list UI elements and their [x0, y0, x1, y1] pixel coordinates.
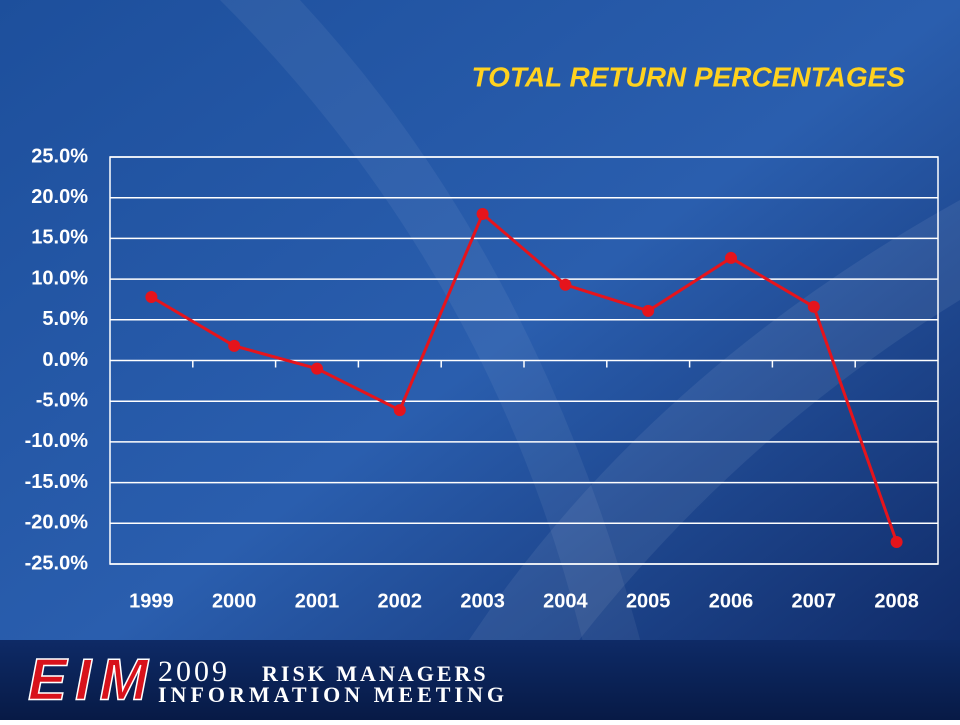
point [725, 251, 737, 264]
footer-line1: RISK MANAGERS [262, 661, 489, 686]
point [311, 362, 323, 375]
point [145, 291, 158, 304]
x-tick-label: 2005 [626, 590, 671, 612]
x-tick-label: 2004 [543, 590, 588, 612]
point [559, 278, 572, 291]
y-tick-label: -20.0% [25, 512, 89, 534]
y-tick-label: 20.0% [31, 186, 88, 208]
chart-title: TOTAL RETURN PERCENTAGES [471, 61, 905, 92]
y-tick-label: -15.0% [25, 471, 89, 493]
y-tick-label: -5.0% [36, 389, 88, 411]
x-tick-label: 2007 [792, 590, 837, 612]
x-tick-label: 2002 [378, 590, 423, 612]
y-tick-label: -10.0% [25, 430, 89, 452]
x-tick-label: 1999 [129, 590, 174, 612]
y-tick-label: -25.0% [25, 552, 89, 574]
point [807, 300, 820, 313]
x-tick-label: 2000 [212, 590, 257, 612]
footer-year: 2009 [158, 655, 230, 688]
point [642, 304, 655, 317]
series-line [150, 211, 899, 543]
point [476, 207, 489, 220]
logo: EIM [28, 647, 150, 712]
x-tick-label: 2001 [295, 590, 340, 612]
footer-band [0, 640, 960, 720]
y-tick-label: 15.0% [31, 227, 88, 249]
x-tick-label: 2008 [874, 590, 919, 612]
x-tick-label: 2003 [460, 590, 505, 612]
point [228, 339, 241, 352]
x-tick-label: 2006 [709, 590, 754, 612]
y-tick-label: 10.0% [31, 267, 88, 289]
footer-line2: INFORMATION MEETING [158, 682, 508, 707]
y-tick-label: 5.0% [42, 308, 88, 330]
point [393, 404, 406, 417]
y-tick-label: 0.0% [42, 349, 88, 371]
swoosh [420, 200, 960, 720]
point [890, 536, 903, 549]
y-tick-label: 25.0% [31, 145, 88, 167]
